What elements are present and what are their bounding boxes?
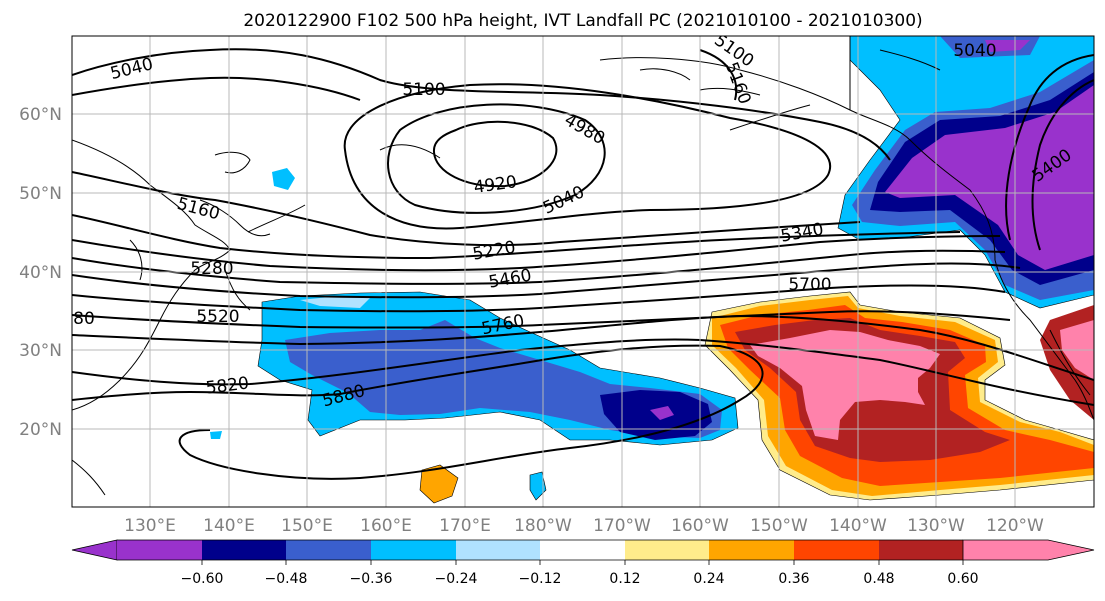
lat-label: 50°N — [19, 184, 62, 204]
figure-title: 2020122900 F102 500 hPa height, IVT Land… — [243, 11, 922, 31]
lon-label: 180°W — [514, 516, 572, 536]
colorbar-segment — [456, 540, 540, 560]
colorbar-segment — [202, 540, 286, 560]
lon-label: 120°W — [986, 516, 1044, 536]
colorbar-tick-label: 0.12 — [609, 571, 640, 587]
contour-label: 5520 — [196, 307, 239, 327]
lon-label: 130°W — [907, 516, 965, 536]
colorbar-tick-label: 0.36 — [778, 571, 809, 587]
lat-label: 20°N — [19, 420, 62, 440]
lon-label: 140°W — [829, 516, 887, 536]
colorbar-extend-min — [71, 539, 118, 561]
colorbar-tick-label: −0.12 — [519, 571, 562, 587]
contour-label: 80 — [73, 309, 95, 329]
lon-label: 160°E — [360, 516, 412, 536]
lat-label: 60°N — [19, 105, 62, 125]
lon-label: 150°W — [750, 516, 808, 536]
contour-label: 5280 — [190, 259, 233, 279]
height-contours — [72, 48, 1094, 480]
colorbar-segment — [117, 540, 202, 560]
colorbar-tick-label: 0.24 — [693, 571, 724, 587]
contour-label: 5700 — [788, 275, 831, 295]
map-frame — [71, 35, 1095, 508]
colorbar-tick-label: −0.36 — [350, 571, 393, 587]
lon-label: 130°E — [124, 516, 176, 536]
contour-label: 5040 — [953, 41, 996, 61]
colorbar-segment — [371, 540, 456, 560]
contour-label: 5100 — [402, 80, 445, 100]
colorbar: −0.60 −0.48 −0.36 −0.24 −0.12 0.12 0.24 … — [71, 539, 1095, 587]
map-area: 5040 5100 5160 5040 5100 4980 4920 5040 … — [72, 36, 1094, 507]
lon-label: 140°E — [203, 516, 255, 536]
lat-label: 30°N — [19, 341, 62, 361]
lat-label: 40°N — [19, 263, 62, 283]
lat-labels: 60°N 50°N 40°N 30°N 20°N — [19, 105, 62, 440]
colorbar-segment — [540, 540, 625, 560]
colorbar-tick-label: 0.48 — [863, 571, 894, 587]
gridlines — [72, 36, 1094, 507]
lon-label: 150°E — [281, 516, 333, 536]
lon-label: 170°W — [593, 516, 651, 536]
colorbar-segment — [625, 540, 709, 560]
colorbar-segment — [709, 540, 794, 560]
colorbar-segment — [879, 540, 963, 560]
colorbar-tick-label: −0.48 — [265, 571, 308, 587]
colorbar-tick-label: 0.60 — [947, 571, 978, 587]
colorbar-tick-label: −0.60 — [181, 571, 224, 587]
lon-label: 170°E — [439, 516, 491, 536]
lon-labels: 130°E 140°E 150°E 160°E 170°E 180°W 170°… — [124, 516, 1044, 536]
colorbar-segment — [286, 540, 371, 560]
colorbar-extend-max — [962, 539, 1095, 561]
colorbar-tick-label: −0.24 — [435, 571, 478, 587]
lon-label: 160°W — [671, 516, 729, 536]
colorbar-segment — [794, 540, 879, 560]
